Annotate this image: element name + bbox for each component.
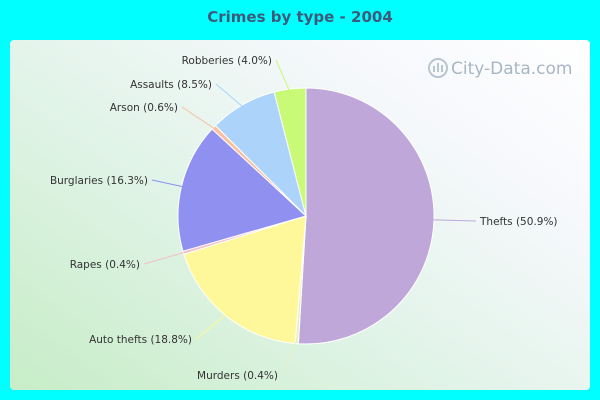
slice-label-burglaries: Burglaries (16.3%) [50,175,148,187]
leader-line-murders [281,339,298,376]
slice-labels: Thefts (50.9%) Murders (0.4%) Auto thefts … [50,55,558,382]
slice-label-arson: Arson (0.6%) [110,102,178,114]
slice-label-rapes: Rapes (0.4%) [70,259,140,271]
leader-line-auto-thefts [195,312,229,340]
label-leaders [143,59,477,376]
pie-chart: City-Data.com Thefts (50.9%) Murders (0.4… [50,55,573,382]
watermark: City-Data.com [428,58,572,79]
slice-label-thefts: Thefts (50.9%) [479,216,558,228]
pie-slice-thefts [297,87,435,345]
leader-line-assaults [215,83,245,109]
watermark-text: City-Data.com [451,59,572,79]
leader-line-thefts [429,219,477,222]
slice-label-auto-thefts: Auto thefts (18.8%) [89,334,192,346]
leader-line-rapes [143,251,188,265]
slice-label-robberies: Robberies (4.0%) [182,55,272,67]
pie-slices [177,87,435,345]
chart-title: Crimes by type - 2004 [207,8,393,26]
pie-slice-robberies [273,87,307,217]
pie-slice-auto-thefts [183,215,307,345]
leader-line-arson [181,106,217,131]
leader-line-burglaries [151,179,186,188]
plot-area: City-Data.com Thefts (50.9%) Murders (0.4… [10,40,590,390]
slice-label-murders: Murders (0.4%) [197,370,278,382]
slice-label-assaults: Assaults (8.5%) [130,79,212,91]
leader-line-robberies [275,59,291,94]
watermark-icon [428,58,448,78]
